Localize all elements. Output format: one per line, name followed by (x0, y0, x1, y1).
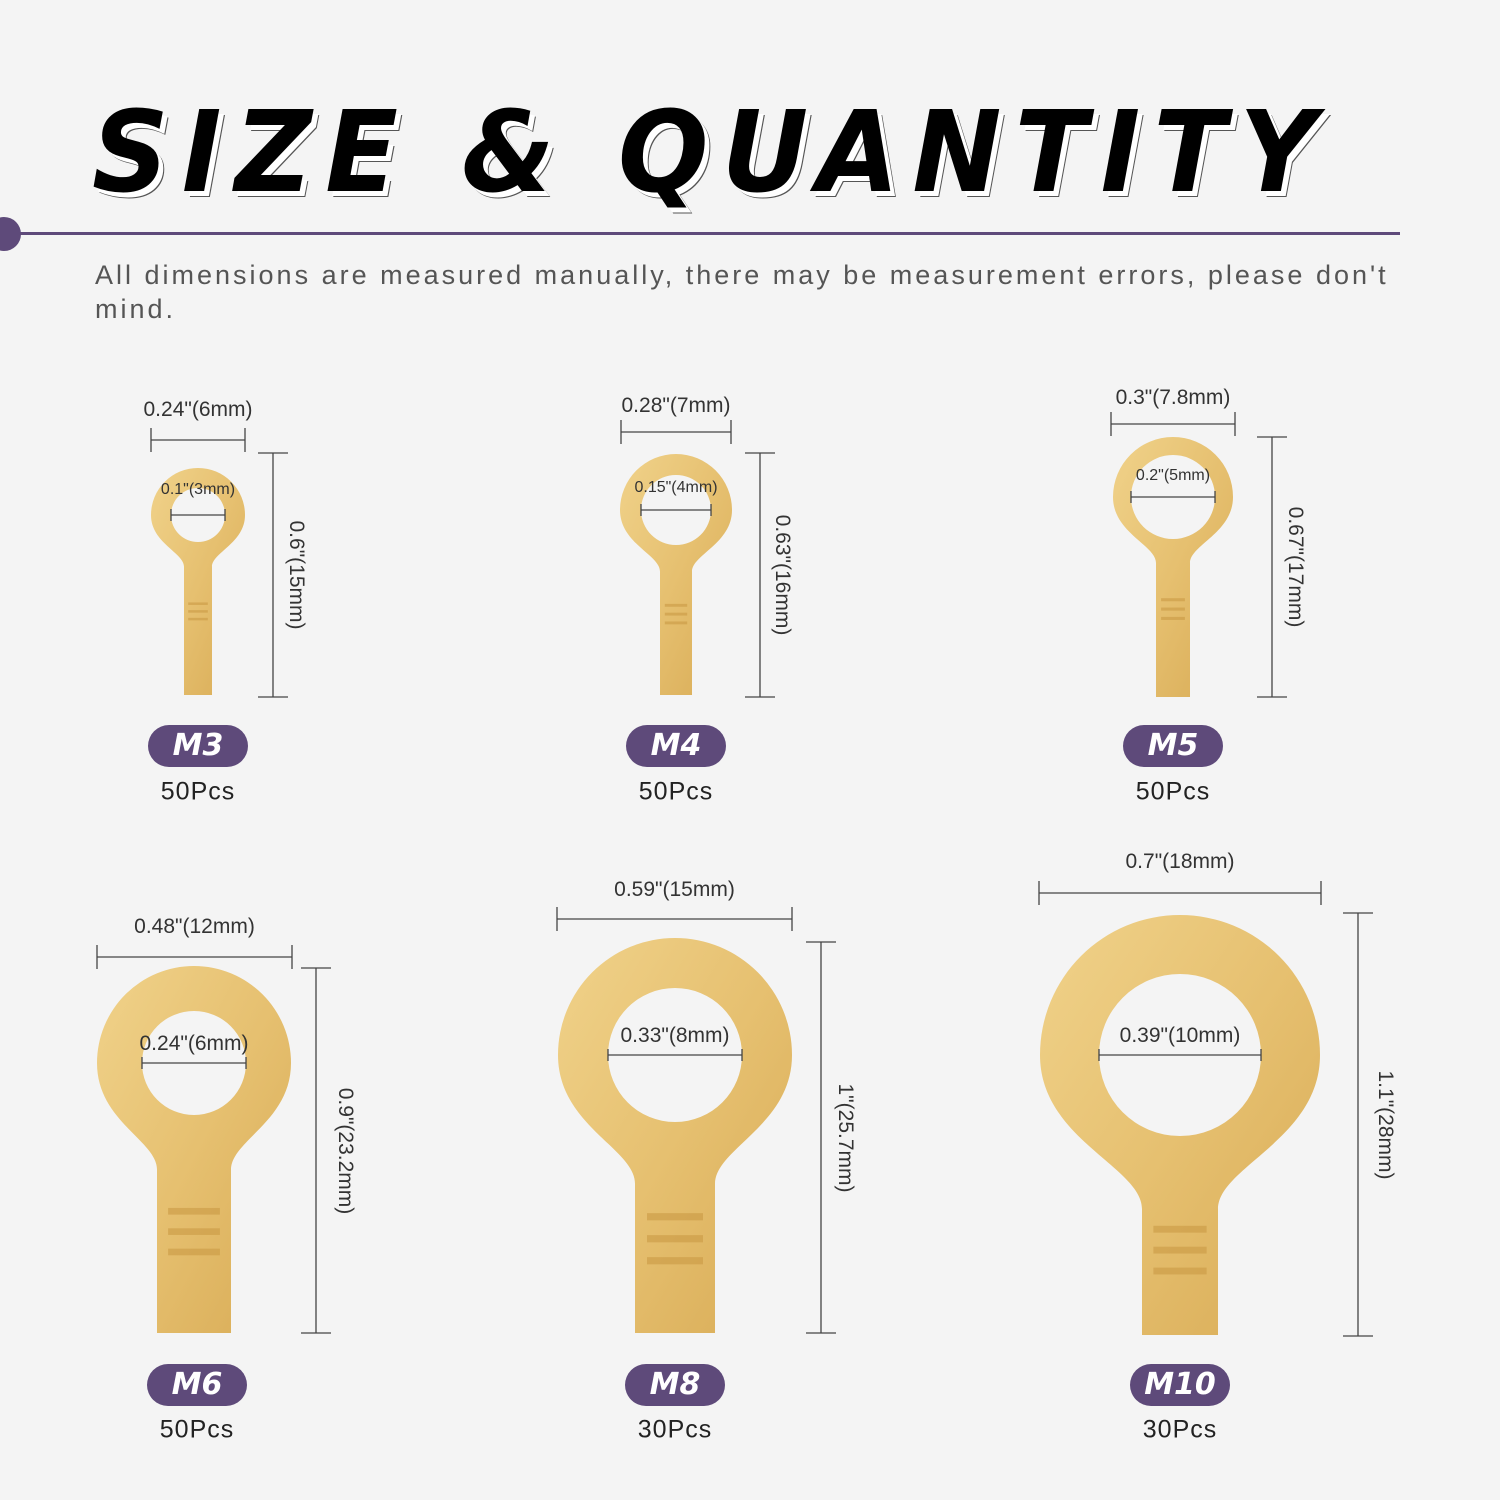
size-badge: M6 (147, 1364, 247, 1406)
ring-terminal-m4 (620, 454, 732, 695)
crimp-groove (664, 603, 688, 607)
length-label: 1"(25.7mm) (834, 1083, 857, 1192)
crimp-groove (1161, 616, 1185, 620)
crimp-groove (1153, 1267, 1207, 1275)
divider-line (10, 232, 1400, 235)
width-label: 0.48"(12mm) (134, 915, 255, 938)
length-label: 1.1"(28mm) (1374, 1070, 1397, 1179)
ring-terminal-m6 (97, 966, 291, 1333)
page-title: SIZE & QUANTITY (92, 88, 1330, 218)
length-label: 0.67"(17mm) (1284, 506, 1307, 628)
width-label: 0.24"(6mm) (143, 398, 253, 421)
length-label: 0.6"(15mm) (285, 520, 308, 630)
crimp-groove (1153, 1246, 1207, 1254)
ring-terminal-m3 (150, 467, 245, 695)
crimp-groove (188, 602, 208, 605)
crimp-groove (168, 1248, 220, 1256)
size-badge: M8 (625, 1364, 725, 1406)
ring-terminal-m5 (1113, 437, 1233, 697)
width-label: 0.7"(18mm) (1125, 850, 1235, 873)
hole-label: 0.1"(3mm) (160, 481, 236, 498)
hole-label: 0.15"(4mm) (634, 479, 718, 496)
crimp-groove (647, 1257, 703, 1265)
size-badge: M4 (626, 725, 726, 767)
quantity-label: 50Pcs (159, 1415, 235, 1444)
hole-label: 0.24"(6mm) (139, 1032, 249, 1055)
crimp-groove (168, 1228, 220, 1235)
crimp-groove (664, 612, 688, 616)
size-badge: M3 (148, 725, 248, 767)
disclaimer-text: All dimensions are measured manually, th… (95, 260, 1389, 324)
length-label: 0.63"(16mm) (771, 514, 794, 636)
quantity-label: 50Pcs (1135, 777, 1211, 806)
ring-terminal-m8 (558, 938, 792, 1333)
crimp-groove (168, 1207, 220, 1215)
quantity-label: 50Pcs (160, 777, 236, 806)
quantity-label: 50Pcs (638, 777, 714, 806)
hole-label: 0.39"(10mm) (1119, 1024, 1241, 1047)
size-badge: M10 (1130, 1364, 1230, 1406)
crimp-groove (188, 617, 208, 621)
width-label: 0.59"(15mm) (614, 878, 735, 901)
crimp-groove (1161, 607, 1185, 611)
quantity-label: 30Pcs (637, 1415, 713, 1444)
crimp-groove (647, 1235, 703, 1243)
width-label: 0.3"(7.8mm) (1115, 386, 1231, 409)
crimp-groove (647, 1213, 703, 1221)
hole-label: 0.2"(5mm) (1135, 467, 1211, 484)
length-label: 0.9"(23.2mm) (334, 1087, 357, 1214)
size-badge: M5 (1123, 725, 1223, 767)
width-label: 0.28"(7mm) (621, 394, 731, 417)
quantity-label: 30Pcs (1142, 1415, 1218, 1444)
crimp-groove (664, 621, 688, 625)
hole-label: 0.33"(8mm) (620, 1024, 730, 1047)
crimp-groove (1161, 598, 1185, 602)
crimp-groove (1153, 1225, 1207, 1233)
crimp-groove (188, 610, 208, 613)
